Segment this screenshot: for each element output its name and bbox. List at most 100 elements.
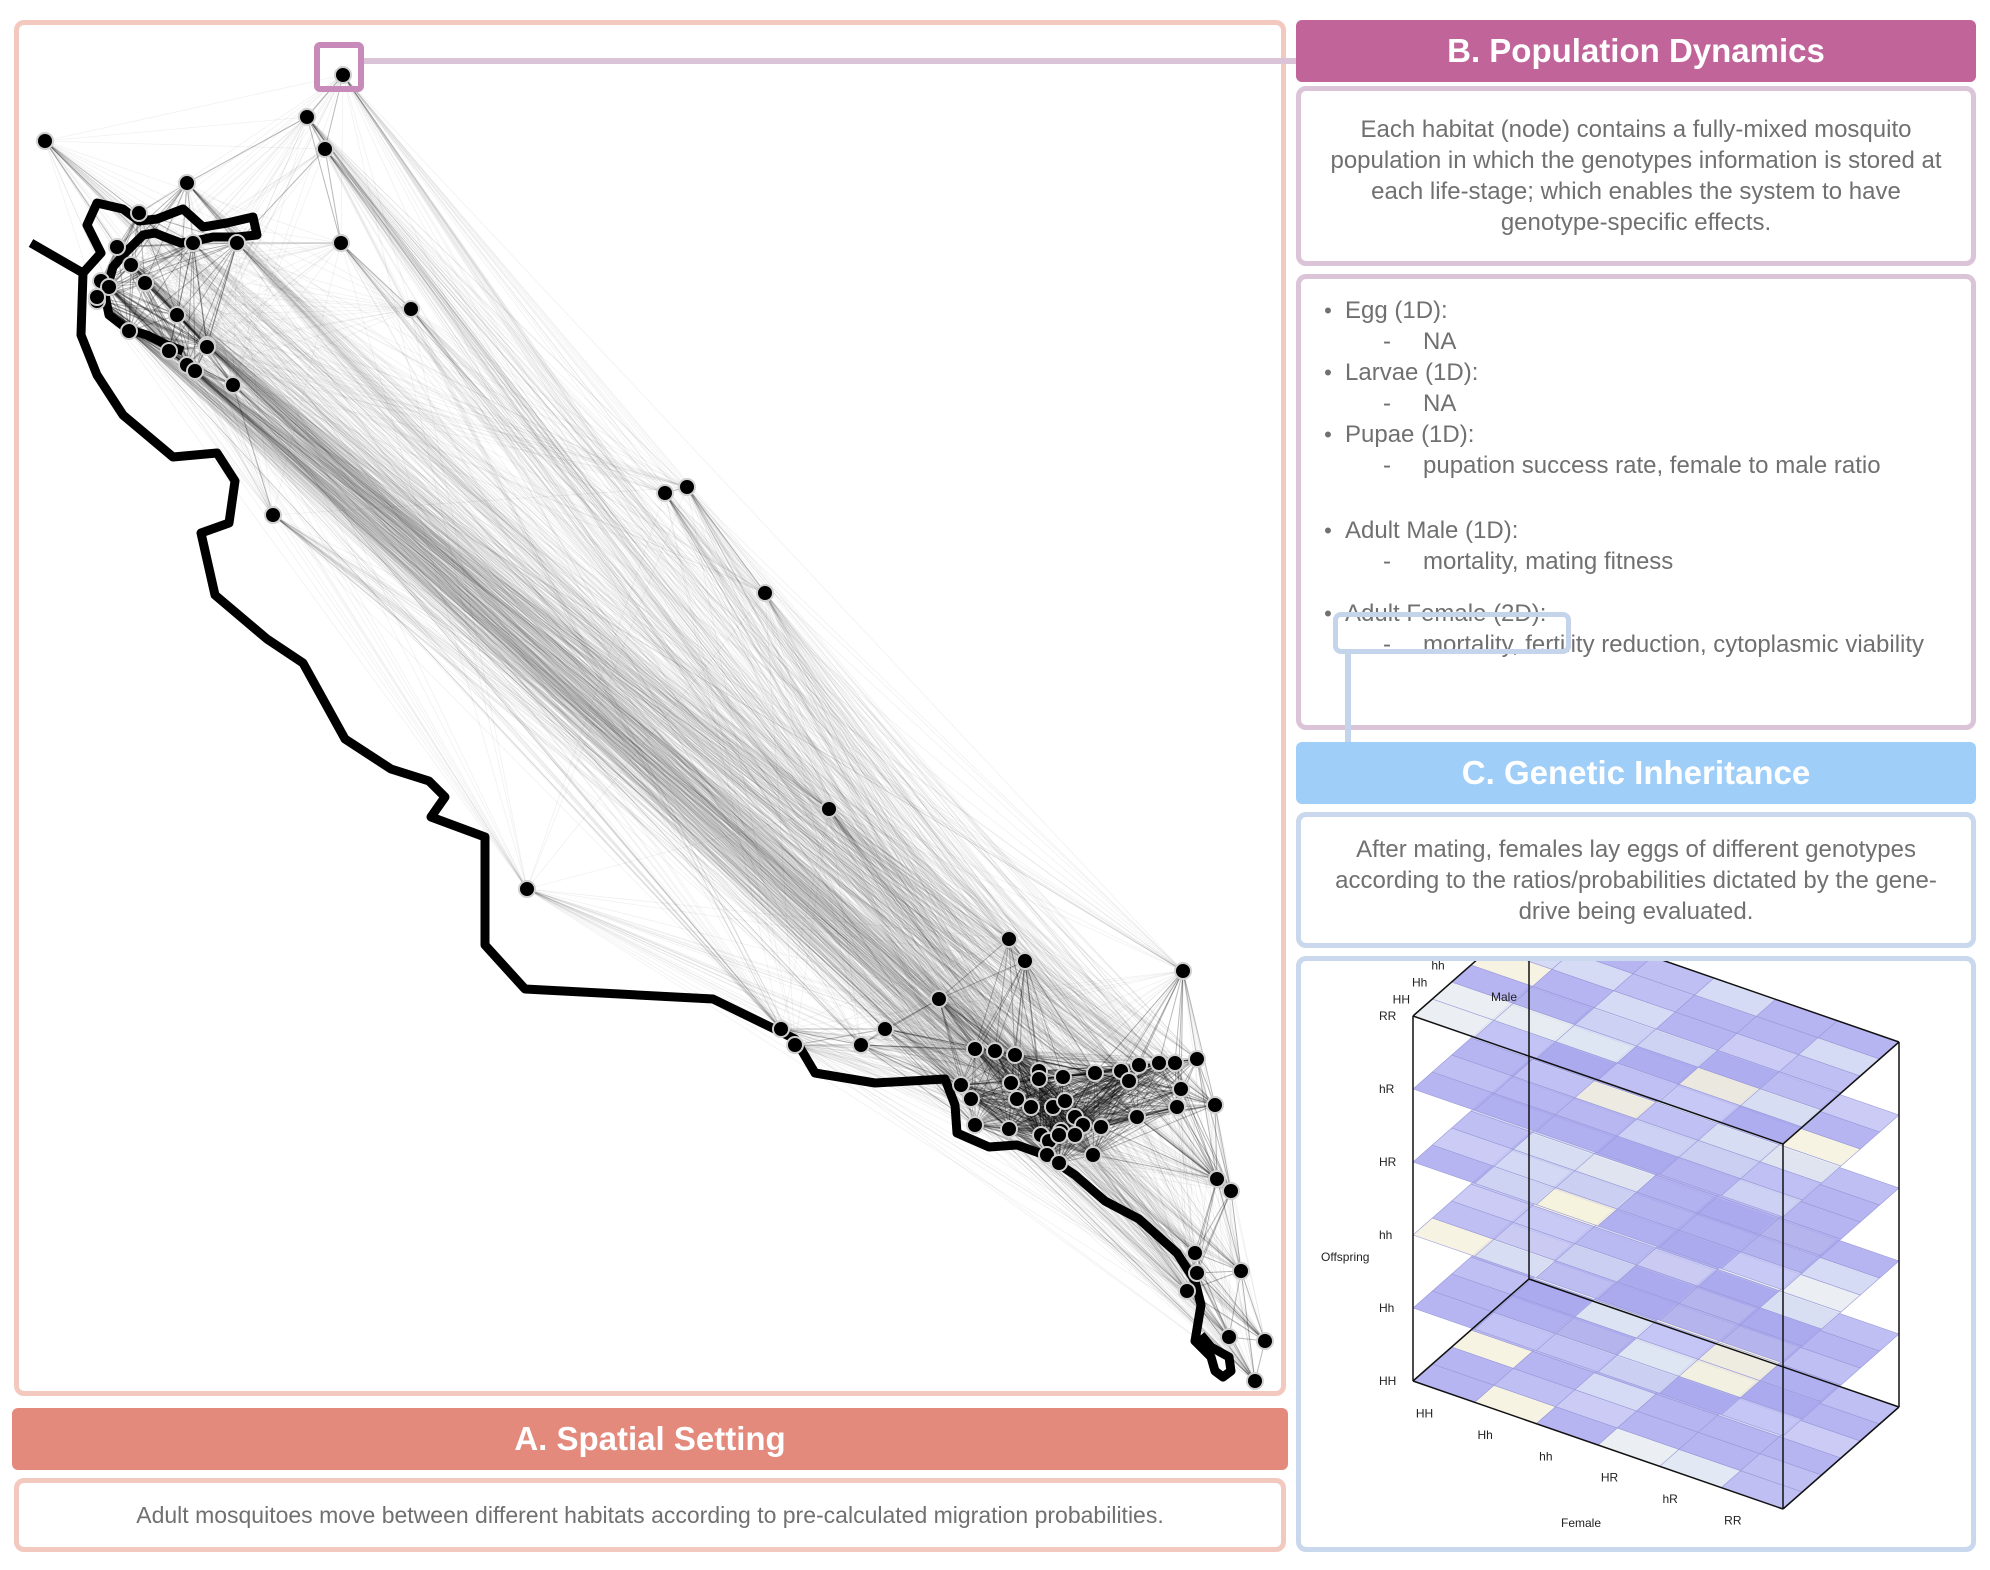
migration-edge	[410, 308, 1060, 1164]
migration-edge	[272, 514, 1040, 1080]
habitat-node	[1208, 1170, 1226, 1188]
migration-edge	[306, 116, 1160, 1064]
migration-edge	[192, 242, 1160, 1064]
migration-edge	[186, 364, 1010, 1130]
migration-edge	[686, 486, 1054, 1108]
migration-edge	[128, 330, 1232, 1192]
migration-edge	[1158, 970, 1184, 1064]
migration-edge	[176, 314, 940, 1000]
migration-edge	[664, 492, 1130, 1082]
migration-edge	[168, 350, 976, 1126]
migration-edge	[1182, 970, 1242, 1272]
migration-edge	[1136, 1116, 1218, 1180]
migration-edge	[1138, 1064, 1196, 1254]
migration-edge	[410, 308, 1218, 1180]
migration-edge	[96, 300, 1012, 1084]
migration-edge	[96, 296, 1010, 1130]
migration-edge	[324, 148, 1050, 1142]
migration-edge	[130, 264, 1184, 972]
migration-edge	[764, 592, 1232, 1192]
migration-edge	[974, 1054, 1016, 1126]
migration-edge	[100, 280, 1076, 1136]
migration-edge	[1138, 970, 1184, 1066]
migration-edge	[206, 346, 688, 488]
migration-edge	[206, 346, 976, 1126]
migration-edge	[960, 1084, 1196, 1254]
migration-edge	[206, 344, 996, 1052]
migration-edge	[138, 212, 274, 516]
migration-edge	[194, 370, 1130, 1082]
migration-edge	[272, 514, 1042, 1136]
migration-edge	[130, 264, 274, 516]
migration-edge	[138, 212, 1242, 1272]
migration-edge	[130, 182, 188, 266]
migration-edge	[1016, 1098, 1256, 1382]
migration-edge	[306, 116, 996, 1052]
migration-edge	[324, 148, 1016, 1056]
migration-edge	[1030, 1106, 1232, 1192]
migration-edge	[974, 938, 1010, 1126]
migration-edge	[1058, 1162, 1218, 1180]
migration-edge	[96, 296, 1064, 1078]
population-dynamics-description: Each habitat (node) contains a fully-mix…	[1330, 116, 1942, 236]
migration-edge	[194, 370, 1010, 1130]
migration-edge	[186, 182, 976, 1126]
migration-edge	[1094, 1072, 1102, 1128]
migration-edge	[130, 264, 1010, 940]
migration-edge	[108, 286, 1140, 1066]
migration-edge	[96, 296, 1198, 1274]
migration-edge	[780, 1028, 1122, 1072]
migration-edge	[272, 514, 1184, 972]
migration-edge	[176, 314, 886, 1030]
migration-edge	[1038, 1078, 1188, 1292]
habitat-node	[1054, 1068, 1072, 1086]
migration-edge	[1014, 1054, 1032, 1108]
migration-edge	[96, 300, 1062, 1132]
migration-edge	[664, 492, 972, 1100]
migration-edge	[128, 330, 1048, 1156]
migration-edge	[186, 364, 1040, 1080]
migration-edge	[194, 242, 342, 372]
cube-edge	[1412, 1015, 1784, 1145]
migration-edge	[342, 74, 976, 1126]
migration-edge	[342, 74, 1094, 1156]
migration-edge	[306, 116, 1094, 1156]
migration-edge	[764, 592, 1096, 1074]
migration-edge	[1136, 1062, 1176, 1118]
migration-edge	[1074, 1088, 1182, 1118]
migration-edge	[1008, 938, 1040, 1072]
migration-edge	[1010, 1082, 1266, 1342]
migration-edge	[206, 344, 1130, 1082]
migration-edge	[526, 888, 962, 1086]
migration-edge	[686, 486, 1216, 1106]
migration-edge	[116, 246, 1266, 1342]
migration-edge	[1038, 1078, 1060, 1164]
migration-edge	[970, 1098, 1042, 1136]
migration-edge	[44, 140, 1010, 1130]
migration-edge	[1062, 1076, 1102, 1128]
migration-edge	[44, 140, 1060, 1136]
migration-edge	[116, 246, 666, 494]
migration-edge	[272, 514, 1178, 1108]
migration-edge	[194, 370, 1026, 962]
migration-edge	[272, 514, 940, 1000]
migration-edge	[186, 364, 1012, 1084]
habitat-node	[820, 800, 838, 818]
migration-edge	[1158, 1062, 1232, 1192]
migration-edge	[168, 242, 194, 352]
migration-edge	[1008, 938, 1176, 1064]
migration-edge	[100, 280, 1060, 1136]
migration-edge	[342, 74, 1032, 1108]
migration-edge	[44, 140, 1042, 1136]
habitat-node	[1128, 1108, 1146, 1126]
migration-edge	[138, 212, 1066, 1102]
migration-edge	[168, 350, 862, 1046]
migration-edge	[108, 286, 208, 346]
migration-edge	[176, 314, 1054, 1108]
migration-edge	[1008, 938, 1216, 1106]
migration-edge	[970, 1098, 1178, 1108]
migration-edge	[686, 486, 886, 1030]
migration-edge	[232, 384, 782, 1030]
migration-edge	[1058, 1070, 1122, 1136]
migration-edge	[128, 330, 976, 1050]
